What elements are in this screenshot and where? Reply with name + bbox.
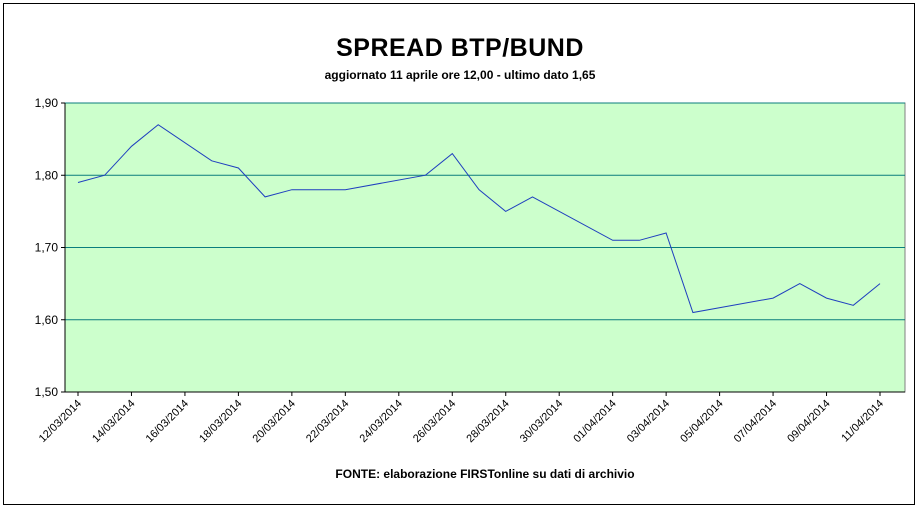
y-tick-label: 1,60 (35, 313, 59, 327)
y-tick-label: 1,70 (35, 241, 59, 255)
x-tick-label: 28/03/2014 (464, 398, 511, 445)
y-tick-label: 1,50 (35, 385, 59, 399)
chart-title: SPREAD BTP/BUND (336, 34, 584, 62)
x-tick-label: 18/03/2014 (197, 398, 244, 445)
y-tick-label: 1,90 (35, 96, 59, 110)
x-tick-label: 16/03/2014 (144, 398, 191, 445)
x-tick-label: 01/04/2014 (571, 398, 618, 445)
series-line (77, 124, 881, 314)
chart-subtitle: aggiornato 11 aprile ore 12,00 - ultimo … (324, 68, 596, 82)
x-tick-label: 03/04/2014 (625, 398, 672, 445)
chart-source-note: FONTE: elaborazione FIRSTonline su dati … (335, 467, 635, 481)
x-tick-label: 05/04/2014 (678, 398, 725, 445)
x-tick-label: 11/04/2014 (839, 398, 886, 445)
y-axis: 1,50 1,60 1,70 1,80 1,90 (35, 96, 66, 399)
x-tick-label: 24/03/2014 (358, 398, 405, 445)
y-tick-label: 1,80 (35, 168, 59, 182)
x-tick-label: 26/03/2014 (411, 398, 458, 445)
x-tick-label: 14/03/2014 (90, 398, 137, 445)
x-tick-label: 30/03/2014 (518, 398, 565, 445)
x-tick-label: 12/03/2014 (37, 398, 84, 445)
x-tick-label: 07/04/2014 (732, 398, 779, 445)
x-axis: 12/03/2014 14/03/2014 16/03/2014 18/03/2014… (37, 391, 905, 445)
x-tick-label: 20/03/2014 (251, 398, 298, 445)
x-tick-label: 22/03/2014 (304, 398, 351, 445)
x-tick-label: 09/04/2014 (785, 398, 832, 445)
gridlines (65, 102, 905, 321)
